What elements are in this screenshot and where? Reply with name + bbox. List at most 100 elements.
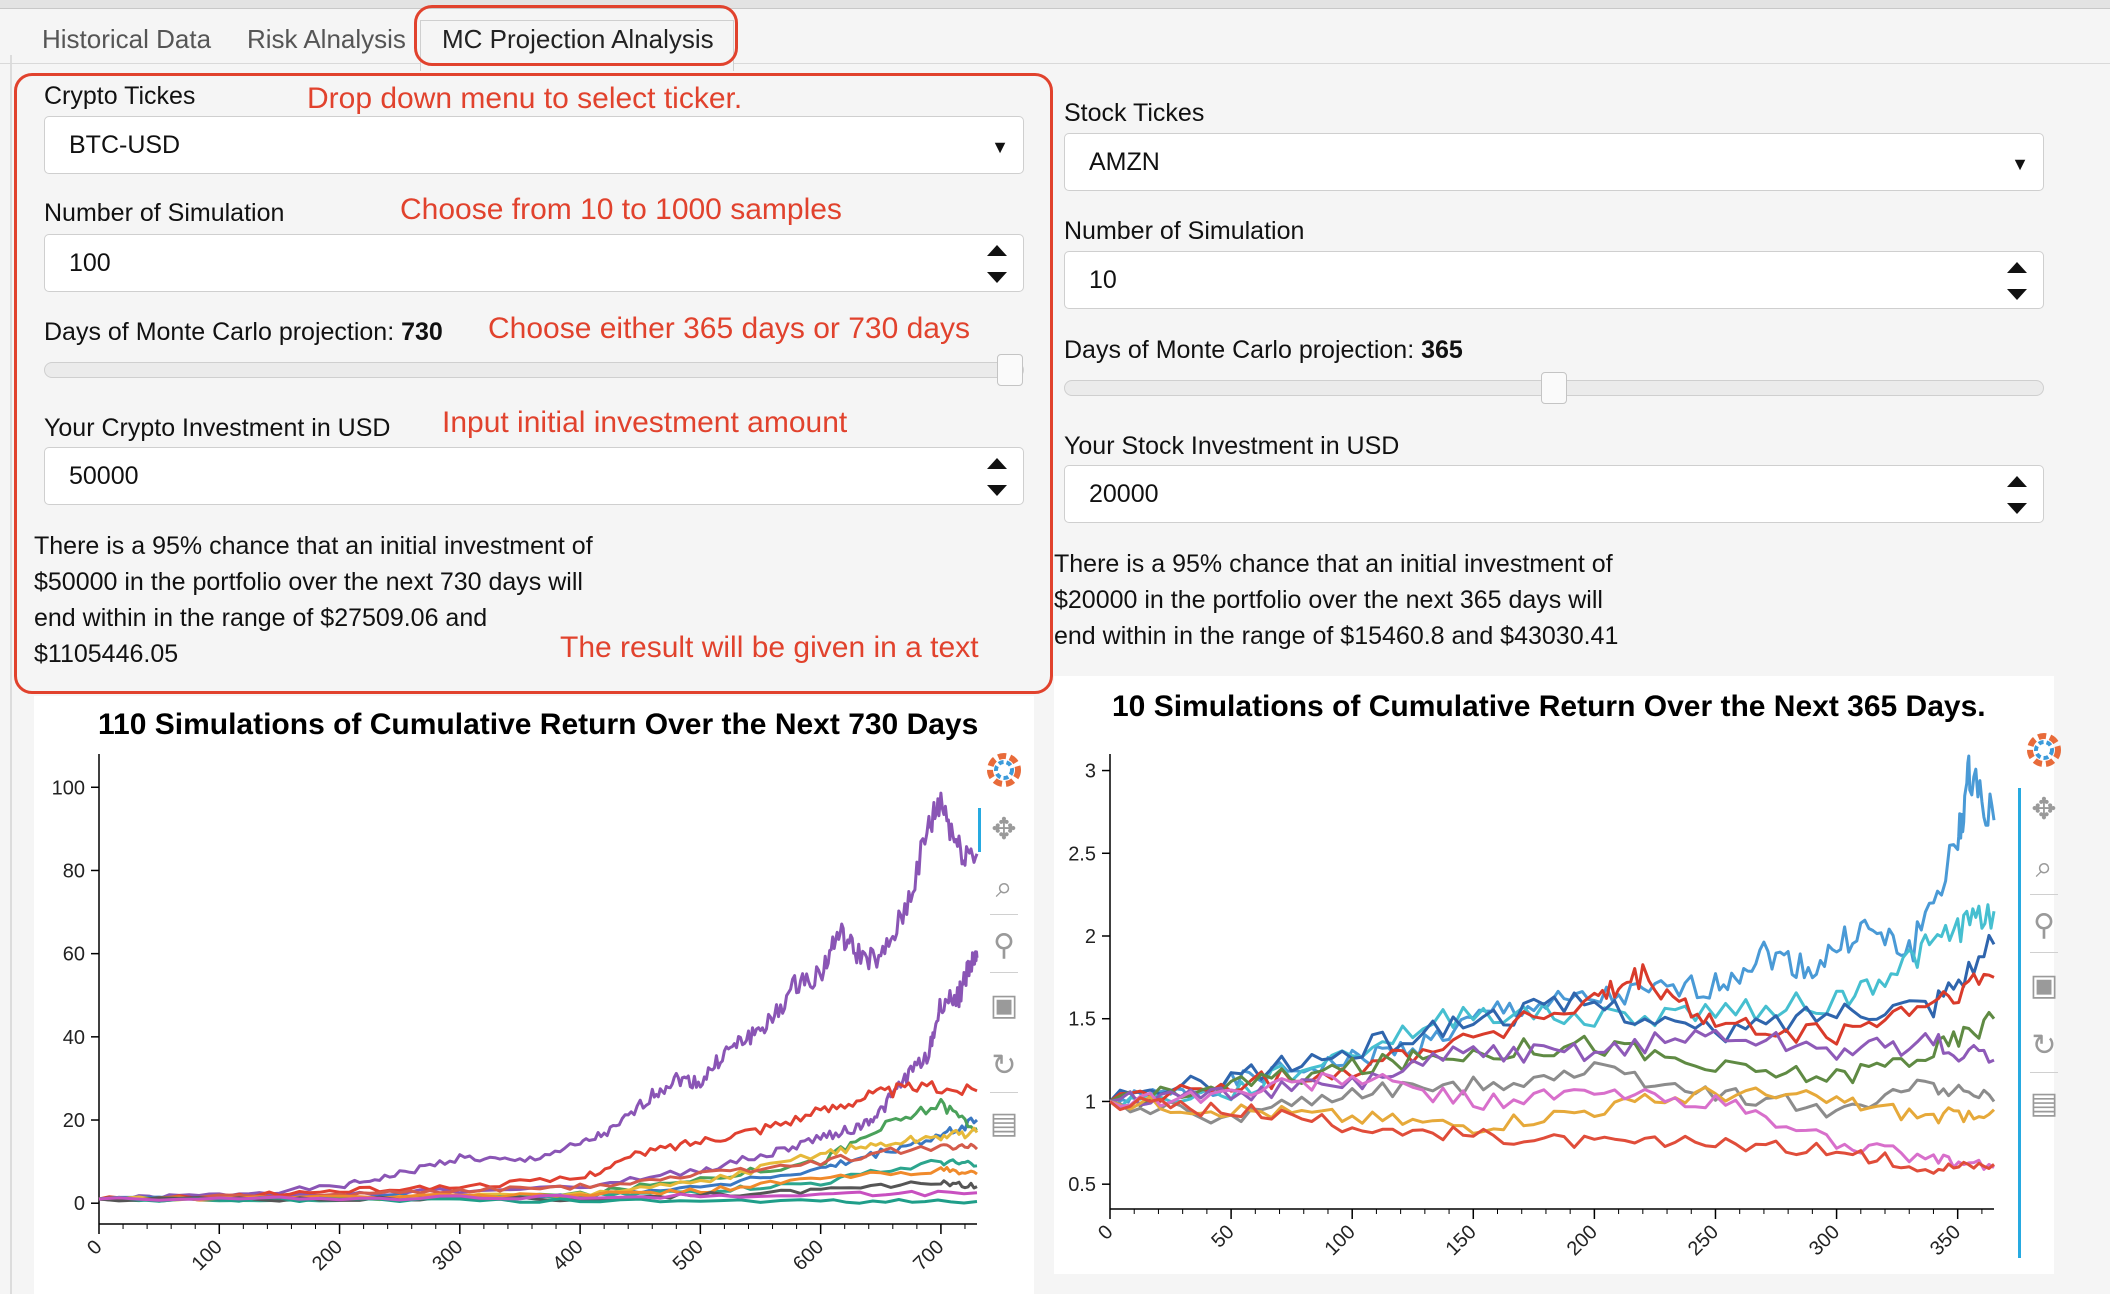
series-line [98,1080,978,1201]
chevron-down-icon: ▼ [991,137,1009,157]
stock-investment-input[interactable]: 20000 [1064,465,2044,523]
crypto-ticker-label: Crypto Tickes [44,82,196,110]
toolbar-divider [2030,1072,2058,1073]
annotation-dropdown: Drop down menu to select ticker. [307,82,743,115]
crypto-num-sim-label: Number of Simulation [44,199,285,227]
y-tick-label: 2 [1085,926,1096,948]
crypto-ticker-select[interactable]: BTC-USD ▼ [44,116,1024,174]
crypto-result-line: There is a 95% chance that an initial in… [34,532,593,560]
y-tick-label: 1 [1085,1091,1096,1113]
x-tick-label: 350 [1926,1221,1965,1260]
stock-ticker-label: Stock Tickes [1064,99,1205,127]
crypto-chart-svg[interactable]: 0 20 40 60 80 100 0 100 200 300 400 500 600 700 [34,696,1034,1294]
bokeh-logo-icon[interactable] [2024,730,2064,770]
x-tick-label: 400 [548,1236,587,1275]
stock-plot-title: 10 Simulations of Cumulative Return Over… [1112,690,1986,723]
crypto-plot-title: 110 Simulations of Cumulative Return Ove… [98,708,979,741]
x-tick-label: 200 [308,1236,347,1275]
pan-icon[interactable]: ✥ [2031,793,2057,826]
save-icon[interactable]: ▣ [2029,969,2059,1002]
stock-result-text: There is a 95% chance that an initial in… [1054,546,1618,654]
stock-slider-handle[interactable] [1541,372,1567,404]
reset-icon[interactable]: ↻ [2031,1029,2057,1062]
series-line [98,791,979,1202]
series-line [1109,1061,1996,1125]
stock-days-value: 365 [1421,336,1463,364]
annotation-samples: Choose from 10 to 1000 samples [400,193,842,226]
wheel-zoom-icon[interactable]: ⚲ [2033,909,2055,942]
crypto-days-slider[interactable] [44,354,1024,386]
x-tick-label: 300 [428,1236,467,1275]
pan-icon[interactable]: ✥ [991,813,1017,846]
series-line [1109,963,1995,1103]
stock-ticker-select[interactable]: AMZN ▼ [1064,133,2044,191]
crypto-panel-highlight [14,73,1053,694]
y-tick-label: 3 [1085,761,1096,783]
y-tick-label: 1.5 [1068,1009,1096,1031]
y-tick-label: 60 [63,944,85,966]
stepper-arrows-icon[interactable] [2007,474,2027,516]
series-line [1109,1071,1995,1171]
stepper-arrows-icon[interactable] [987,243,1007,285]
crypto-investment-label: Your Crypto Investment in USD [44,414,391,442]
stock-result-line: end within in the range of $15460.8 and … [1054,622,1619,650]
crypto-num-sim-value: 100 [69,249,111,277]
stock-investment-value: 20000 [1089,480,1159,508]
y-tick-label: 2.5 [1068,843,1096,865]
active-tab-highlight [414,5,738,66]
x-tick-label: 50 [1207,1221,1238,1252]
toolbar-divider [2030,894,2058,895]
x-tick-label: 300 [1805,1221,1844,1260]
y-tick-label: 0 [74,1193,85,1215]
crypto-num-sim-input[interactable]: 100 [44,234,1024,292]
series-line [1108,933,1996,1103]
toolbar-active-indicator [2018,788,2021,1258]
stock-days-slider[interactable] [1064,372,2044,404]
bokeh-logo-icon[interactable] [984,750,1024,790]
stock-result-line: There is a 95% chance that an initial in… [1054,550,1613,578]
crypto-plot-toolbar: ✥ ⌕ ⚲ ▣ ↻ ▤ [978,750,1030,1290]
toolbar-divider [990,1092,1018,1093]
series-line [98,1142,979,1202]
tab-risk-analysis[interactable]: Risk Alnalysis [247,24,406,54]
annotation-days: Choose either 365 days or 730 days [488,312,970,345]
reset-icon[interactable]: ↻ [991,1049,1017,1082]
stock-result-line: $20000 in the portfolio over the next 36… [1054,586,1603,614]
wheel-zoom-icon[interactable]: ⚲ [993,929,1015,962]
save-icon[interactable]: ▣ [989,989,1019,1022]
x-tick-label: 0 [83,1236,106,1259]
crypto-result-line: $1105446.05 [34,640,179,668]
y-tick-label: 40 [63,1027,85,1049]
crypto-slider-handle[interactable] [997,354,1023,386]
stock-days-label: Days of Monte Carlo projection: 365 [1064,336,1463,364]
series-line [98,1166,978,1202]
x-tick-label: 150 [1442,1221,1481,1260]
crypto-result-text: There is a 95% chance that an initial in… [34,528,593,672]
crypto-ticker-value: BTC-USD [69,131,181,159]
stock-plot: 10 Simulations of Cumulative Return Over… [1054,676,2061,1274]
crypto-result-line: $50000 in the portfolio over the next 73… [34,568,583,596]
annotation-investment: Input initial investment amount [442,406,848,439]
x-tick-label: 250 [1684,1221,1723,1260]
stock-chart-svg[interactable]: 0.5 1 1.5 2 2.5 3 0 50 100 150 200 250 300 350 [1054,676,2054,1274]
active-tab-frame [420,20,734,71]
hover-icon[interactable]: ▤ [989,1107,1019,1140]
y-tick-label: 0.5 [1068,1174,1096,1196]
box-zoom-icon[interactable]: ⌕ [995,871,1013,904]
annotation-result: The result will be given in a text [560,631,979,664]
stepper-arrows-icon[interactable] [987,456,1007,498]
window-top-border [0,0,2110,9]
stock-num-sim-input[interactable]: 10 [1064,251,2044,309]
tab-historical-data[interactable]: Historical Data [42,24,212,54]
series-line [1109,754,1996,1107]
box-zoom-icon[interactable]: ⌕ [2035,851,2053,884]
stepper-arrows-icon[interactable] [2007,260,2027,302]
series-line [1109,1096,1995,1175]
toolbar-divider [990,972,1018,973]
hover-icon[interactable]: ▤ [2029,1087,2059,1120]
tab-mc-projection[interactable]: MC Projection Alnalysis [442,24,714,54]
x-tick-label: 100 [1321,1221,1360,1260]
x-tick-label: 500 [669,1236,708,1275]
y-tick-label: 20 [63,1110,85,1132]
crypto-investment-input[interactable]: 50000 [44,447,1024,505]
